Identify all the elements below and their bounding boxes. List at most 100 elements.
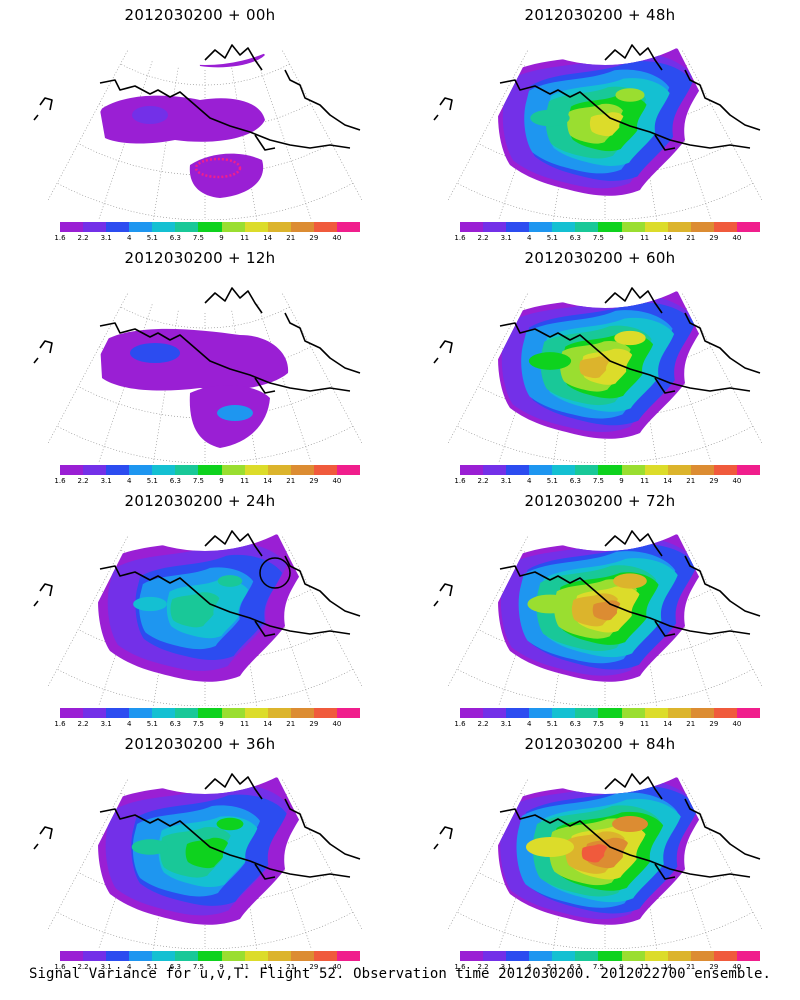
colorbar: [60, 708, 361, 718]
colorbar-segment: [713, 465, 737, 475]
colorbar-tick-label: 4: [526, 477, 532, 485]
coastline: [433, 530, 761, 637]
colorbar-tick-label: 40: [732, 963, 742, 971]
map: [433, 287, 763, 463]
colorbar-tick-label: 29: [309, 234, 319, 242]
colorbar-segment: [621, 951, 645, 961]
map: [33, 287, 363, 463]
colorbar-tick-label: 40: [732, 477, 742, 485]
colorbar-segment: [667, 708, 691, 718]
colorbar-segment: [221, 708, 245, 718]
colorbar-tick-label: 4: [126, 477, 132, 485]
colorbar-tick-label: 11: [240, 477, 250, 485]
colorbar-tick-label: 11: [640, 234, 650, 242]
colorbar-tick-label: 40: [732, 234, 742, 242]
colorbar-tick-label: 11: [240, 720, 250, 728]
colorbar-tick-label: 1.6: [454, 963, 466, 971]
colorbar-tick-label: 21: [286, 720, 296, 728]
colorbar-segment: [175, 465, 199, 475]
colorbar-segment: [175, 222, 199, 232]
colorbar-segment: [736, 222, 761, 232]
colorbar-segment: [713, 951, 737, 961]
colorbar-segment: [221, 222, 245, 232]
map-panel-36h: 2012030200 + 36h 1.6 2.2 3.1 4 5.1 6.3 7.5 9 11 1…: [0, 729, 400, 972]
colorbar-segment: [60, 708, 84, 718]
panel-title: 2012030200 + 36h: [124, 735, 276, 753]
colorbar-segment: [290, 465, 314, 475]
colorbar-tick-label: 6.3: [569, 720, 581, 728]
colorbar-tick-label: 7.5: [192, 477, 205, 485]
colorbar-tick-label: 6.3: [169, 720, 181, 728]
figure-caption: Signal Variance for u,v,T. Flight 52. Ob…: [29, 966, 771, 982]
map-panel-48h: 2012030200 + 48h 1.6 2.2 3.1 4 5.1 6.3 7.5 9 11 1…: [400, 0, 800, 243]
colorbar-tick-label: 6.3: [569, 963, 581, 971]
variance-field: [498, 776, 710, 925]
colorbar-tick-label: 3.1: [500, 720, 512, 728]
colorbar-tick-label: 5.1: [546, 234, 558, 242]
colorbar-tick-label: 3.1: [500, 477, 512, 485]
colorbar-tick-label: 3.1: [100, 963, 112, 971]
colorbar-segment: [221, 951, 245, 961]
colorbar-tick-label: 29: [709, 720, 719, 728]
colorbar-segment: [313, 222, 337, 232]
colorbar-segment: [106, 708, 130, 718]
colorbar-tick-label: 1.6: [54, 720, 66, 728]
colorbar-tick-label: 4: [126, 234, 132, 242]
colorbar-segment: [198, 465, 222, 475]
colorbar-segment: [690, 951, 714, 961]
panel-title: 2012030200 + 00h: [124, 6, 276, 24]
colorbar-segment: [598, 465, 622, 475]
colorbar-tick-label: 7.5: [592, 477, 605, 485]
colorbar-tick-label: 14: [663, 963, 673, 971]
colorbar-segment: [244, 222, 268, 232]
colorbar-segment: [83, 951, 107, 961]
coastline: [433, 773, 761, 880]
colorbar-tick-label: 4: [526, 234, 532, 242]
colorbar-segment: [60, 222, 84, 232]
colorbar-tick-label: 3.1: [100, 234, 112, 242]
colorbar-segment: [60, 465, 84, 475]
coastline: [33, 530, 361, 637]
colorbar-segment: [529, 465, 553, 475]
map-panel-12h: 2012030200 + 12h 1.6 2.2 3.1 4 5.1 6.3 7.5 9 11 1…: [0, 243, 400, 486]
colorbar-segment: [221, 465, 245, 475]
colorbar-segment: [713, 222, 737, 232]
colorbar: [460, 951, 761, 961]
colorbar-segment: [267, 222, 291, 232]
colorbar-segment: [552, 708, 576, 718]
colorbar-segment: [575, 708, 599, 718]
colorbar-tick-label: 11: [640, 477, 650, 485]
colorbar-tick-label: 29: [709, 963, 719, 971]
colorbar-segment: [644, 465, 668, 475]
colorbar: [460, 222, 761, 232]
colorbar-segment: [598, 951, 622, 961]
colorbar-tick-label: 4: [526, 720, 532, 728]
variance-field: [100, 47, 265, 198]
colorbar-segment: [575, 222, 599, 232]
colorbar-segment: [667, 465, 691, 475]
colorbar-tick-label: 2.2: [477, 234, 489, 242]
map-panel-24h: 2012030200 + 24h 1.6 2.2 3.1 4 5.1 6.3 7.5 9 11 1…: [0, 486, 400, 729]
colorbar-segment: [198, 708, 222, 718]
colorbar-ticks: 1.6 2.2 3.1 4 5.1 6.3 7.5 9 11 14 21 29 40: [454, 963, 760, 973]
colorbar-segment: [290, 708, 314, 718]
colorbar-tick-label: 21: [286, 234, 296, 242]
colorbar-segment: [575, 465, 599, 475]
variance-field: [498, 47, 710, 196]
colorbar-tick-label: 1.6: [454, 720, 466, 728]
colorbar-segment: [106, 465, 130, 475]
colorbar-tick-label: 1.6: [54, 234, 66, 242]
colorbar-tick-label: 40: [332, 963, 342, 971]
colorbar-segment: [129, 222, 153, 232]
coastline: [33, 287, 361, 394]
colorbar-tick-label: 3.1: [100, 720, 112, 728]
colorbar-tick-label: 21: [686, 720, 696, 728]
coastline: [33, 773, 361, 880]
colorbar-segment: [690, 465, 714, 475]
colorbar-tick-label: 9: [619, 234, 624, 242]
colorbar-segment: [644, 222, 668, 232]
colorbar: [460, 465, 761, 475]
colorbar-segment: [506, 951, 530, 961]
colorbar-tick-label: 2.2: [477, 477, 489, 485]
